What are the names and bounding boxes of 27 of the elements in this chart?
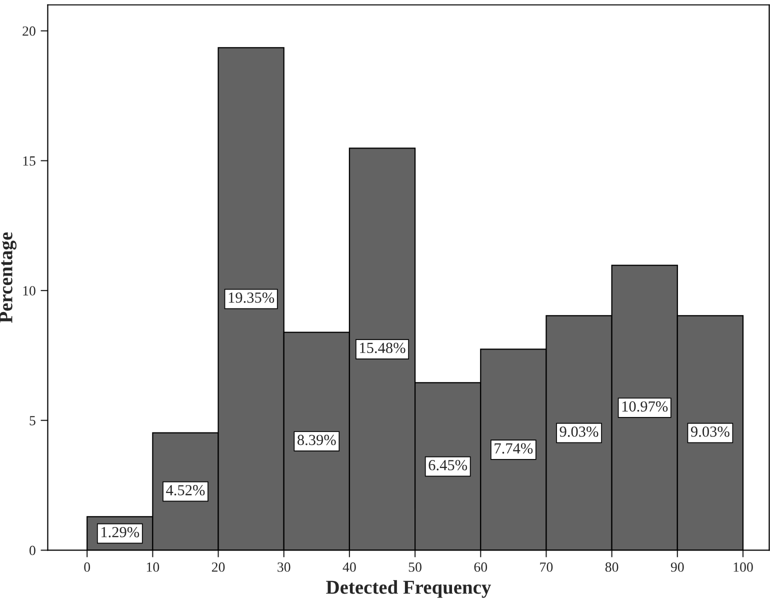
y-tick-label: 15 [23,156,36,166]
data-label: 9.03% [690,426,730,437]
x-tick-label: 0 [84,562,90,572]
y-tick-label: 20 [22,26,36,36]
x-tick-label: 80 [605,562,618,572]
data-label: 8.39% [298,434,336,446]
data-label: 19.35% [228,292,274,303]
y-tick-label: 10 [23,286,36,296]
data-label: 7.74% [494,443,533,454]
y-tick-label: 0 [30,546,36,556]
x-tick-label: 60 [474,562,488,572]
x-tick-label: 70 [540,562,553,572]
x-tick-label: 90 [670,562,684,572]
x-tick-label: 50 [408,562,422,572]
y-tick-label: 5 [30,416,36,426]
data-label: 4.52% [166,485,205,496]
x-tick-label: 30 [278,562,290,572]
data-label: 15.48% [360,342,406,354]
x-tick-label: 10 [146,562,160,572]
data-label: 6.45% [428,460,468,470]
data-label: 1.29% [102,526,140,538]
x-axis-title: Detected Frequency [326,580,491,598]
data-label: 9.03% [560,426,598,437]
x-tick-label: 100 [734,562,753,572]
x-tick-label: 20 [212,562,225,572]
x-tick-label: 40 [342,562,356,572]
data-label: 10.97% [622,401,668,412]
